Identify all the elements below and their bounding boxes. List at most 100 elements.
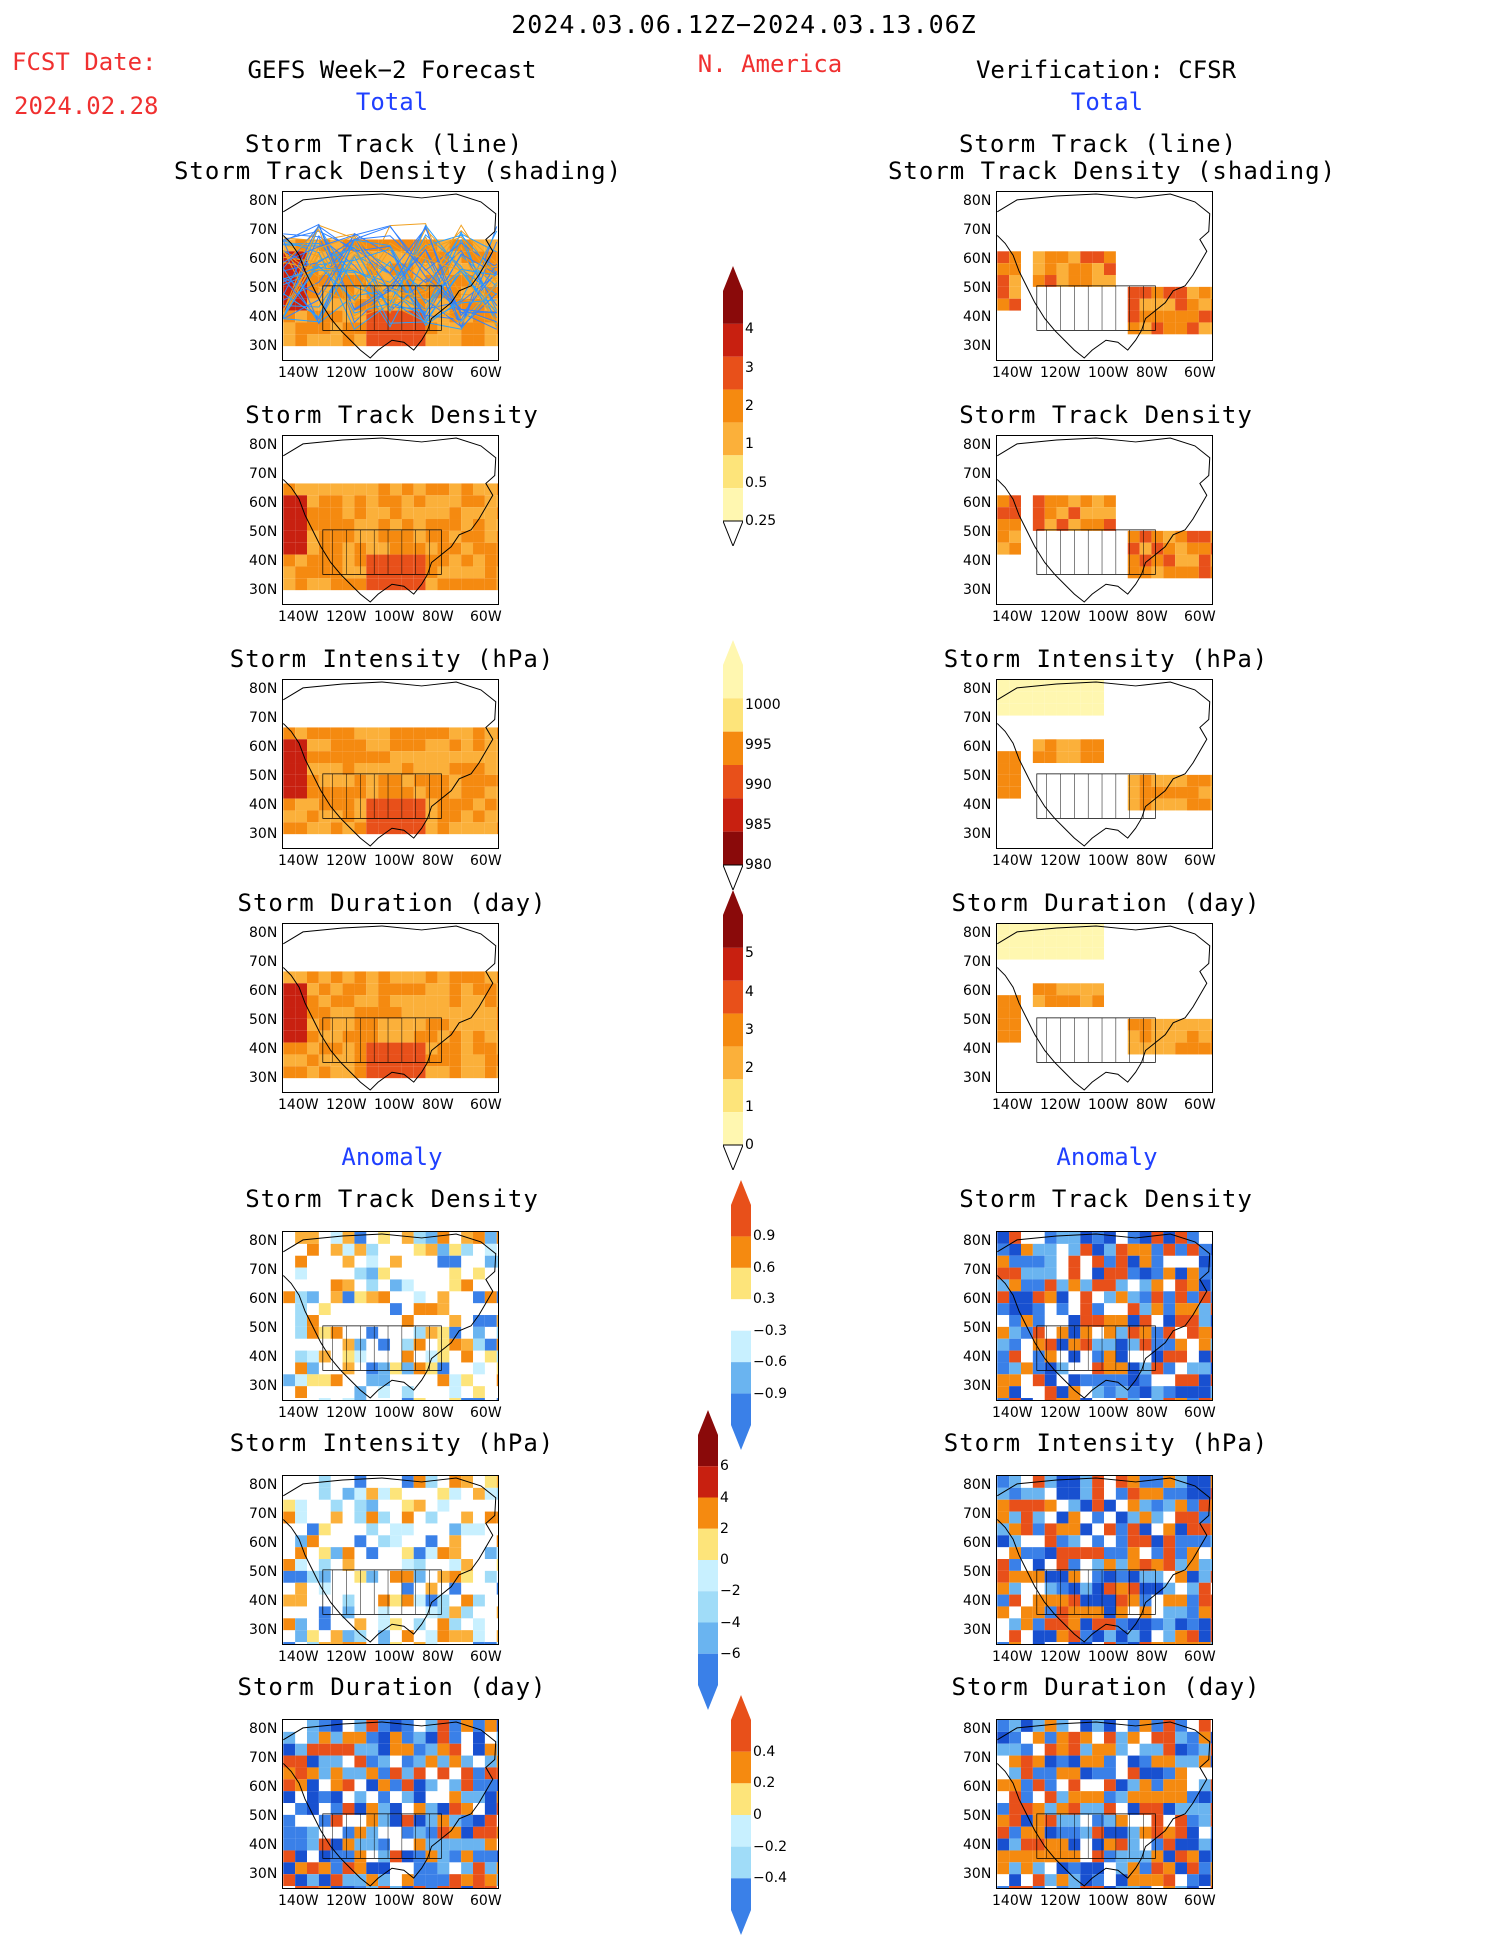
lon-label: 120W — [1040, 1097, 1081, 1113]
verification-map-density-canvas — [996, 435, 1213, 605]
lat-label: 30N — [963, 1866, 992, 1882]
colorbar-tick-label: 2 — [745, 1060, 754, 1077]
panel-title-density-anom: Storm Track Density — [245, 1185, 539, 1213]
lat-label: 50N — [249, 1320, 278, 1336]
lat-label: 70N — [249, 222, 278, 238]
lon-label: 120W — [326, 1405, 367, 1421]
colorbar-tick-label: 980 — [745, 857, 772, 873]
forecast-map-intensity-anom: 80N 70N 60N 50N 40N 30N 140W 120W 100W 80W 60W — [249, 1475, 502, 1665]
verification-map-intensity-canvas — [996, 679, 1213, 849]
lon-label: 60W — [470, 1893, 502, 1909]
lon-label: 120W — [1040, 1405, 1081, 1421]
forecast-map-density-canvas — [282, 435, 499, 605]
colorbar-intensity-total: 1000 995 990 985 980 — [723, 640, 813, 890]
colorbar-tick-label: 1000 — [745, 697, 781, 713]
colorbar-intensity-anom: 6 4 2 0 −2 −4 −6 — [698, 1410, 788, 1710]
lat-label: 30N — [963, 582, 992, 598]
lat-label: 40N — [963, 1593, 992, 1609]
colorbar-tick-label: −0.3 — [753, 1322, 787, 1339]
lon-label: 120W — [326, 853, 367, 869]
lat-label: 70N — [963, 1506, 992, 1522]
lon-label: 80W — [1136, 1405, 1168, 1421]
verification-map-duration-canvas — [996, 923, 1213, 1093]
lon-label: 100W — [1088, 365, 1129, 381]
lat-label: 30N — [963, 1622, 992, 1638]
lon-label: 140W — [992, 1893, 1033, 1909]
lon-label: 60W — [470, 1649, 502, 1665]
panel-title-intensity: Storm Intensity (hPa) — [229, 645, 555, 673]
lon-label: 100W — [374, 609, 415, 625]
lat-label: 40N — [249, 1593, 278, 1609]
date-range-title: 2024.03.06.12Z−2024.03.13.06Z — [511, 10, 977, 39]
colorbar-tick-label: 0 — [720, 1552, 729, 1568]
left-total-label: Total — [355, 88, 429, 116]
lat-label: 40N — [963, 1349, 992, 1365]
lat-label: 40N — [963, 797, 992, 813]
colorbar-tick-label: 3 — [745, 1022, 754, 1038]
right-total-label: Total — [1070, 88, 1144, 116]
forecast-map-duration-anom: 80N 70N 60N 50N 40N 30N 140W 120W 100W 80W 60W — [249, 1719, 502, 1909]
lat-label: 50N — [963, 280, 992, 296]
forecast-map-duration-anom-canvas — [282, 1719, 499, 1889]
lon-label: 120W — [1040, 365, 1081, 381]
colorbar-tick-label: 0.2 — [753, 1775, 776, 1792]
verification-map-density-anom-canvas — [996, 1231, 1213, 1401]
lat-label: 80N — [963, 437, 992, 453]
lon-label: 60W — [470, 853, 502, 869]
panel-title-duration-anom: Storm Duration (day) — [237, 1673, 547, 1701]
lat-label: 50N — [963, 524, 992, 540]
panel-title-duration-r: Storm Duration (day) — [951, 889, 1261, 917]
colorbar-tick-label: −0.9 — [753, 1385, 787, 1402]
lon-label: 100W — [1088, 1097, 1129, 1113]
lat-label: 40N — [963, 1041, 992, 1057]
lat-label: 60N — [249, 983, 278, 999]
lat-label: 40N — [249, 1349, 278, 1365]
colorbar-tick-label: 990 — [745, 777, 772, 793]
lat-label: 30N — [249, 1866, 278, 1882]
lon-label: 80W — [422, 1893, 454, 1909]
colorbar-tick-label: 2 — [745, 398, 754, 414]
fcst-label: FCST Date: — [12, 48, 157, 76]
forecast-map-intensity: 80N 70N 60N 50N 40N 30N 140W 120W 100W 80W 60W — [249, 679, 502, 869]
colorbar-tick-label: 0.5 — [745, 474, 768, 491]
verification-map-duration-anom-canvas — [996, 1719, 1213, 1889]
lon-label: 120W — [326, 365, 367, 381]
lat-label: 70N — [249, 466, 278, 482]
verification-map-intensity: 80N 70N 60N 50N 40N 30N 140W 120W 100W 80W 60W — [963, 679, 1216, 869]
lon-label: 100W — [374, 853, 415, 869]
lat-label: 30N — [249, 1070, 278, 1086]
lat-label: 80N — [963, 1233, 992, 1249]
colorbar-tick-label: 1 — [745, 436, 754, 453]
colorbar-density-total: 4 3 2 1 0.5 0.25 — [723, 266, 813, 546]
lon-label: 100W — [374, 1649, 415, 1665]
lat-label: 50N — [249, 524, 278, 540]
lat-label: 30N — [963, 1378, 992, 1394]
lat-label: 80N — [249, 1721, 278, 1737]
lat-label: 80N — [963, 1477, 992, 1493]
lon-label: 60W — [470, 609, 502, 625]
lat-label: 70N — [963, 222, 992, 238]
lat-label: 40N — [963, 553, 992, 569]
forecast-map-track-canvas — [282, 191, 499, 361]
lat-label: 80N — [249, 437, 278, 453]
lat-label: 70N — [963, 1262, 992, 1278]
lon-label: 60W — [470, 365, 502, 381]
lat-label: 60N — [249, 495, 278, 511]
lat-label: 80N — [249, 1233, 278, 1249]
colorbar-tick-label: −0.4 — [753, 1870, 787, 1887]
lon-label: 80W — [422, 1649, 454, 1665]
lat-label: 60N — [963, 739, 992, 755]
lon-label: 60W — [1184, 1893, 1216, 1909]
colorbar-tick-label: 0.3 — [753, 1291, 776, 1308]
lat-label: 70N — [249, 1506, 278, 1522]
lat-label: 50N — [249, 1012, 278, 1028]
lon-label: 100W — [374, 365, 415, 381]
lon-label: 140W — [992, 365, 1033, 381]
colorbar-tick-label: 0 — [753, 1807, 762, 1823]
colorbar-tick-label: 5 — [745, 945, 754, 962]
colorbar-duration-anom: 0.4 0.2 0 −0.2 −0.4 — [731, 1695, 821, 1935]
lon-label: 120W — [326, 609, 367, 625]
lon-label: 140W — [278, 1893, 319, 1909]
lon-label: 60W — [1184, 1405, 1216, 1421]
lon-label: 60W — [470, 1097, 502, 1113]
